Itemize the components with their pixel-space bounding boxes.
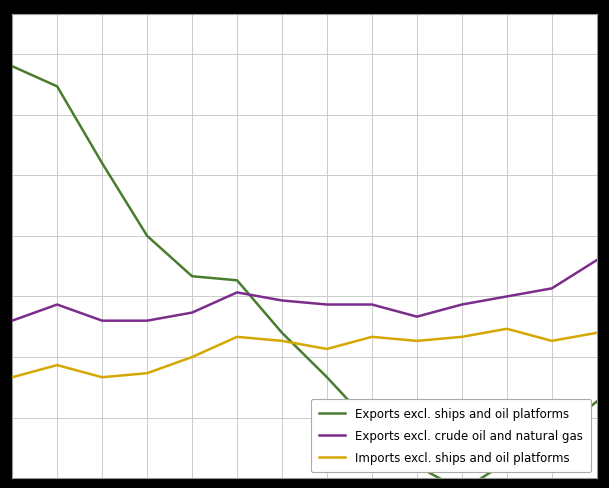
Exports excl. ships and oil platforms [54,84,61,90]
Exports excl. crude oil and natural gas [188,310,195,316]
Exports excl. ships and oil platforms [188,274,195,280]
Imports excl. ships and oil platforms [144,370,151,376]
Exports excl. crude oil and natural gas [458,302,465,308]
Exports excl. crude oil and natural gas [233,290,241,296]
Imports excl. ships and oil platforms [188,354,195,360]
Imports excl. ships and oil platforms [503,326,510,332]
Imports excl. ships and oil platforms [593,330,600,336]
Imports excl. ships and oil platforms [99,374,106,380]
Exports excl. ships and oil platforms [233,278,241,284]
Imports excl. ships and oil platforms [458,334,465,340]
Imports excl. ships and oil platforms [278,338,286,344]
Line: Exports excl. crude oil and natural gas: Exports excl. crude oil and natural gas [12,261,597,321]
Line: Exports excl. ships and oil platforms: Exports excl. ships and oil platforms [12,67,597,488]
Exports excl. ships and oil platforms [278,330,286,336]
Imports excl. ships and oil platforms [414,338,421,344]
Exports excl. crude oil and natural gas [323,302,331,308]
Exports excl. crude oil and natural gas [368,302,376,308]
Exports excl. crude oil and natural gas [54,302,61,308]
Exports excl. crude oil and natural gas [278,298,286,304]
Exports excl. crude oil and natural gas [593,258,600,264]
Exports excl. crude oil and natural gas [503,294,510,300]
Exports excl. crude oil and natural gas [99,318,106,324]
Exports excl. ships and oil platforms [503,459,510,465]
Exports excl. crude oil and natural gas [9,318,16,324]
Exports excl. ships and oil platforms [99,161,106,167]
Exports excl. ships and oil platforms [548,435,555,441]
Exports excl. ships and oil platforms [593,399,600,405]
Exports excl. crude oil and natural gas [548,286,555,292]
Imports excl. ships and oil platforms [368,334,376,340]
Exports excl. crude oil and natural gas [414,314,421,320]
Imports excl. ships and oil platforms [233,334,241,340]
Exports excl. ships and oil platforms [144,233,151,239]
Legend: Exports excl. ships and oil platforms, Exports excl. crude oil and natural gas, : Exports excl. ships and oil platforms, E… [311,399,591,472]
Exports excl. ships and oil platforms [323,374,331,380]
Exports excl. ships and oil platforms [368,423,376,429]
Imports excl. ships and oil platforms [54,363,61,368]
Exports excl. ships and oil platforms [9,64,16,70]
Imports excl. ships and oil platforms [9,374,16,380]
Exports excl. crude oil and natural gas [144,318,151,324]
Imports excl. ships and oil platforms [323,346,331,352]
Imports excl. ships and oil platforms [548,338,555,344]
Exports excl. ships and oil platforms [414,463,421,469]
Line: Imports excl. ships and oil platforms: Imports excl. ships and oil platforms [12,329,597,377]
